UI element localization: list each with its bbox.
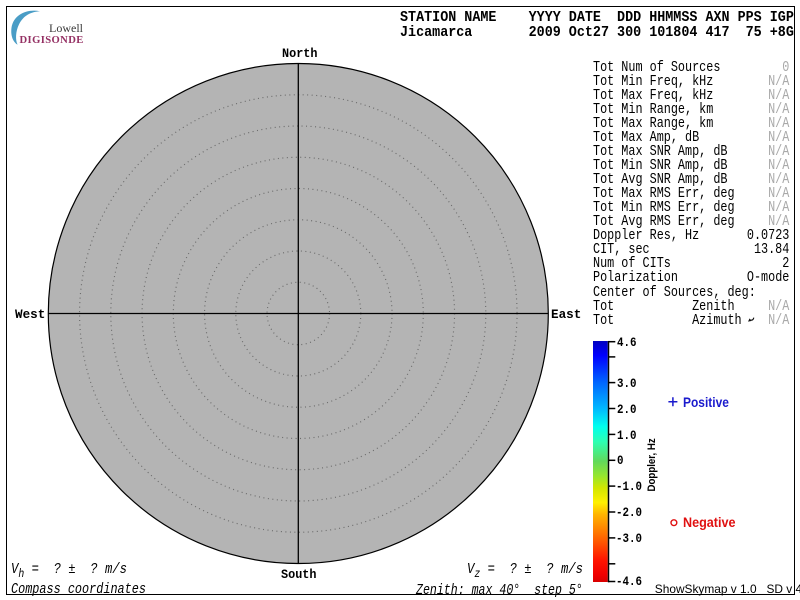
svg-text:Doppler, Hz: Doppler, Hz [647, 438, 659, 491]
